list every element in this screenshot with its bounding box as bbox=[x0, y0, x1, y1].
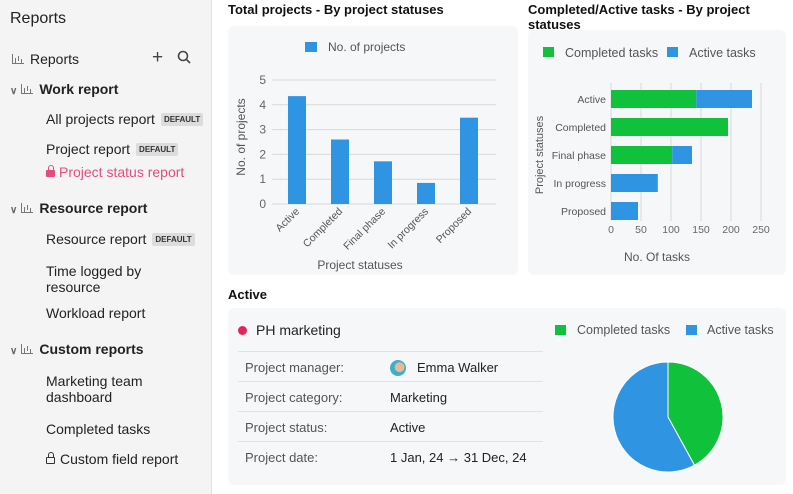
bar-segment bbox=[611, 174, 658, 192]
default-badge: DEFAULT bbox=[136, 143, 179, 156]
x-tick-label: Completed bbox=[301, 206, 346, 251]
y-tick-label: Final phase bbox=[552, 150, 606, 162]
search-icon[interactable] bbox=[177, 50, 191, 67]
y-axis-title: Project statuses bbox=[534, 115, 546, 194]
x-tick-label: 200 bbox=[722, 224, 740, 236]
chart1-title: Total projects - By project statuses bbox=[228, 2, 444, 17]
y-tick-label: 1 bbox=[259, 172, 266, 186]
bar bbox=[331, 139, 349, 204]
bar bbox=[374, 161, 392, 204]
detail-row-date: Project date: 1 Jan, 24 → 31 Dec, 24 bbox=[238, 441, 543, 471]
legend-label: Active tasks bbox=[689, 46, 756, 60]
x-tick-label: Final phase bbox=[341, 206, 388, 253]
avatar bbox=[390, 360, 406, 376]
x-tick-label: Active bbox=[273, 206, 302, 235]
sidebar-item-completed-tasks[interactable]: Completed tasks bbox=[46, 421, 151, 437]
y-tick-label: 2 bbox=[259, 147, 266, 161]
active-heading: Active bbox=[228, 287, 268, 302]
status-dot bbox=[238, 326, 247, 335]
bar-segment bbox=[696, 90, 752, 108]
legend-swatch bbox=[686, 325, 697, 335]
legend-label: Completed tasks bbox=[565, 46, 658, 60]
y-tick-label: 5 bbox=[259, 73, 266, 87]
y-tick-label: 4 bbox=[259, 98, 266, 112]
legend-swatch bbox=[667, 47, 678, 57]
lock-icon bbox=[46, 165, 55, 177]
y-axis-title: No. of projects bbox=[234, 98, 248, 175]
add-icon[interactable]: + bbox=[152, 47, 164, 68]
bar bbox=[417, 182, 435, 204]
sidebar-item-project-status-report[interactable]: Project status report bbox=[46, 164, 184, 180]
y-tick-label: 0 bbox=[259, 197, 266, 211]
y-tick-label: Active bbox=[577, 94, 606, 106]
default-badge: DEFAULT bbox=[152, 233, 195, 246]
pie-slice bbox=[667, 361, 724, 466]
legend-label: Completed tasks bbox=[577, 323, 670, 337]
x-axis-title: Project statuses bbox=[317, 258, 402, 272]
x-tick-label: 100 bbox=[662, 224, 680, 236]
x-tick-label: 50 bbox=[635, 224, 647, 236]
chart2-title: Completed/Active tasks - By project stat… bbox=[528, 2, 750, 32]
bar-segment bbox=[611, 202, 638, 220]
sidebar-title: Reports bbox=[10, 10, 67, 27]
chevron-down-icon: ∨ bbox=[10, 86, 18, 97]
sidebar-item-all-projects-report[interactable]: All projects report DEFAULT bbox=[46, 111, 204, 127]
legend-label: No. of projects bbox=[328, 40, 405, 54]
y-tick-label: 3 bbox=[259, 123, 266, 137]
bar-segment bbox=[611, 118, 728, 136]
sidebar-item-project-report[interactable]: Project report DEFAULT bbox=[46, 141, 179, 157]
group-custom-reports[interactable]: ∨ Custom reports bbox=[10, 341, 144, 357]
legend-swatch bbox=[305, 42, 317, 52]
sidebar-item-workload-report[interactable]: Workload report bbox=[46, 305, 146, 321]
lock-icon bbox=[46, 452, 55, 464]
reports-header[interactable]: Reports bbox=[12, 51, 79, 67]
bar bbox=[460, 117, 478, 204]
detail-row-status: Project status: Active bbox=[238, 411, 543, 441]
project-title[interactable]: PH marketing bbox=[238, 322, 341, 340]
sidebar-item-marketing-team-dashboard[interactable]: Marketing team dashboard bbox=[46, 373, 143, 405]
x-tick-label: Proposed bbox=[434, 206, 474, 246]
chevron-down-icon: ∨ bbox=[10, 346, 18, 357]
x-tick-label: 150 bbox=[692, 224, 710, 236]
legend-swatch bbox=[543, 47, 554, 57]
y-tick-label: In progress bbox=[553, 178, 606, 190]
x-tick-label: 0 bbox=[608, 224, 614, 236]
sidebar-item-custom-field-report[interactable]: Custom field report bbox=[46, 451, 178, 467]
x-tick-label: 250 bbox=[752, 224, 770, 236]
chart-icon bbox=[21, 84, 34, 94]
chart-icon bbox=[12, 54, 24, 64]
x-axis-title: No. Of tasks bbox=[624, 250, 690, 264]
chart-icon bbox=[21, 203, 34, 213]
y-tick-label: Proposed bbox=[561, 206, 606, 218]
chart-icon bbox=[21, 344, 34, 354]
group-work-report[interactable]: ∨ Work report bbox=[10, 81, 119, 97]
sidebar-item-time-logged[interactable]: Time logged by resource bbox=[46, 263, 142, 295]
default-badge: DEFAULT bbox=[160, 113, 204, 126]
pie-slice bbox=[612, 361, 696, 473]
detail-row-category: Project category: Marketing bbox=[238, 381, 543, 411]
sidebar: Reports Reports + ∨ Work report All proje… bbox=[0, 0, 212, 494]
legend-swatch bbox=[555, 325, 566, 335]
bar-segment bbox=[611, 90, 697, 108]
group-resource-report[interactable]: ∨ Resource report bbox=[10, 200, 148, 216]
y-tick-label: Completed bbox=[555, 122, 606, 134]
x-tick-label: In progress bbox=[385, 206, 431, 252]
sidebar-item-resource-report[interactable]: Resource report DEFAULT bbox=[46, 231, 195, 247]
legend-label: Active tasks bbox=[707, 323, 774, 337]
detail-row-manager: Project manager: Emma Walker bbox=[238, 351, 543, 381]
bar bbox=[288, 96, 306, 204]
chevron-down-icon: ∨ bbox=[10, 205, 18, 216]
bar-segment bbox=[672, 146, 692, 164]
bar-segment bbox=[611, 146, 673, 164]
